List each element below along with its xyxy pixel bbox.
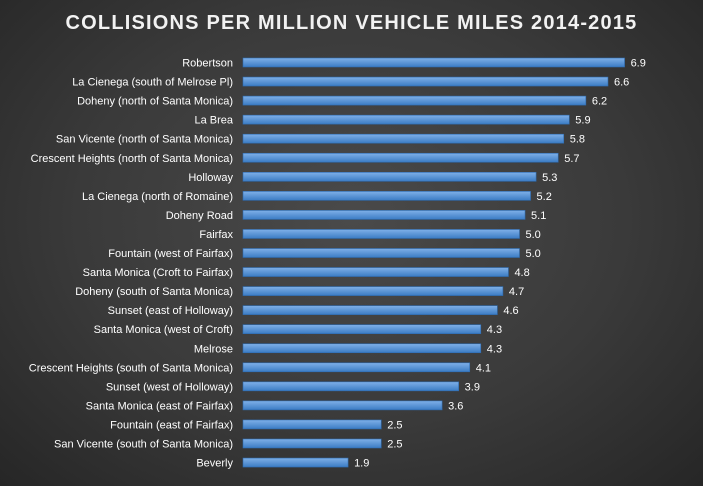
chart-title: COLLISIONS PER MILLION VEHICLE MILES 201… [65, 12, 638, 34]
category-label: Melrose [194, 343, 233, 355]
category-label: Holloway [188, 172, 233, 184]
bar [242, 133, 565, 144]
bar [242, 286, 504, 296]
data-label: 3.9 [465, 381, 480, 393]
bar [242, 438, 382, 449]
bar [242, 362, 471, 373]
category-label: Doheny Road [166, 210, 233, 222]
bar [242, 381, 459, 392]
category-label: Santa Monica (west of Croft) [94, 324, 233, 336]
bar [242, 210, 526, 220]
data-label: 5.7 [564, 153, 579, 165]
bar [242, 191, 531, 201]
bar [242, 400, 443, 411]
data-label: 5.0 [526, 229, 541, 241]
data-label: 5.9 [575, 115, 590, 127]
data-label: 5.0 [526, 248, 541, 260]
category-label: La Cienega (north of Romaine) [82, 191, 233, 203]
category-label: Fountain (west of Fairfax) [108, 248, 233, 260]
bar [242, 172, 537, 182]
data-label: 5.2 [537, 191, 552, 203]
data-label: 2.5 [387, 419, 402, 431]
category-label: Fairfax [199, 229, 233, 241]
labels-layer: Robertson 6.9 La Cienega (south of Melrose… [29, 58, 646, 470]
category-label: Robertson [182, 58, 233, 70]
bars-layer [242, 57, 625, 468]
bar [242, 248, 520, 258]
data-label: 6.6 [614, 77, 629, 89]
data-label: 5.8 [570, 134, 585, 146]
bar [242, 114, 570, 125]
category-label: Santa Monica (Croft to Fairfax) [83, 267, 233, 279]
bar [242, 419, 382, 430]
bar [242, 324, 482, 335]
category-label: San Vicente (south of Santa Monica) [54, 439, 233, 451]
bar [242, 57, 625, 68]
bar [242, 267, 509, 277]
category-label: Sunset (west of Holloway) [106, 381, 233, 393]
data-label: 6.2 [592, 96, 607, 108]
data-label: 4.1 [476, 362, 491, 374]
category-label: La Brea [194, 115, 233, 127]
category-label: Doheny (south of Santa Monica) [75, 286, 233, 298]
data-label: 4.6 [503, 305, 518, 317]
category-label: La Cienega (south of Melrose Pl) [72, 77, 233, 89]
category-label: Crescent Heights (north of Santa Monica) [31, 153, 233, 165]
bar [242, 95, 587, 106]
data-label: 3.6 [448, 400, 463, 412]
bar [242, 76, 609, 87]
bar [242, 457, 349, 468]
data-label: 4.8 [514, 267, 529, 279]
data-label: 1.9 [354, 458, 369, 470]
data-label: 5.3 [542, 172, 557, 184]
category-label: Sunset (east of Holloway) [108, 305, 233, 317]
data-label: 4.7 [509, 286, 524, 298]
bar [242, 305, 498, 315]
category-label: Beverly [196, 458, 233, 470]
category-label: San Vicente (north of Santa Monica) [56, 134, 233, 146]
category-label: Doheny (north of Santa Monica) [77, 96, 233, 108]
bar [242, 343, 482, 354]
category-label: Santa Monica (east of Fairfax) [86, 400, 233, 412]
bar [242, 229, 520, 239]
data-label: 5.1 [531, 210, 546, 222]
category-label: Fountain (east of Fairfax) [110, 419, 233, 431]
data-label: 4.3 [487, 343, 502, 355]
data-label: 6.9 [631, 58, 646, 70]
category-label: Crescent Heights (south of Santa Monica) [29, 362, 233, 374]
data-label: 4.3 [487, 324, 502, 336]
bar [242, 152, 559, 163]
data-label: 2.5 [387, 439, 402, 451]
